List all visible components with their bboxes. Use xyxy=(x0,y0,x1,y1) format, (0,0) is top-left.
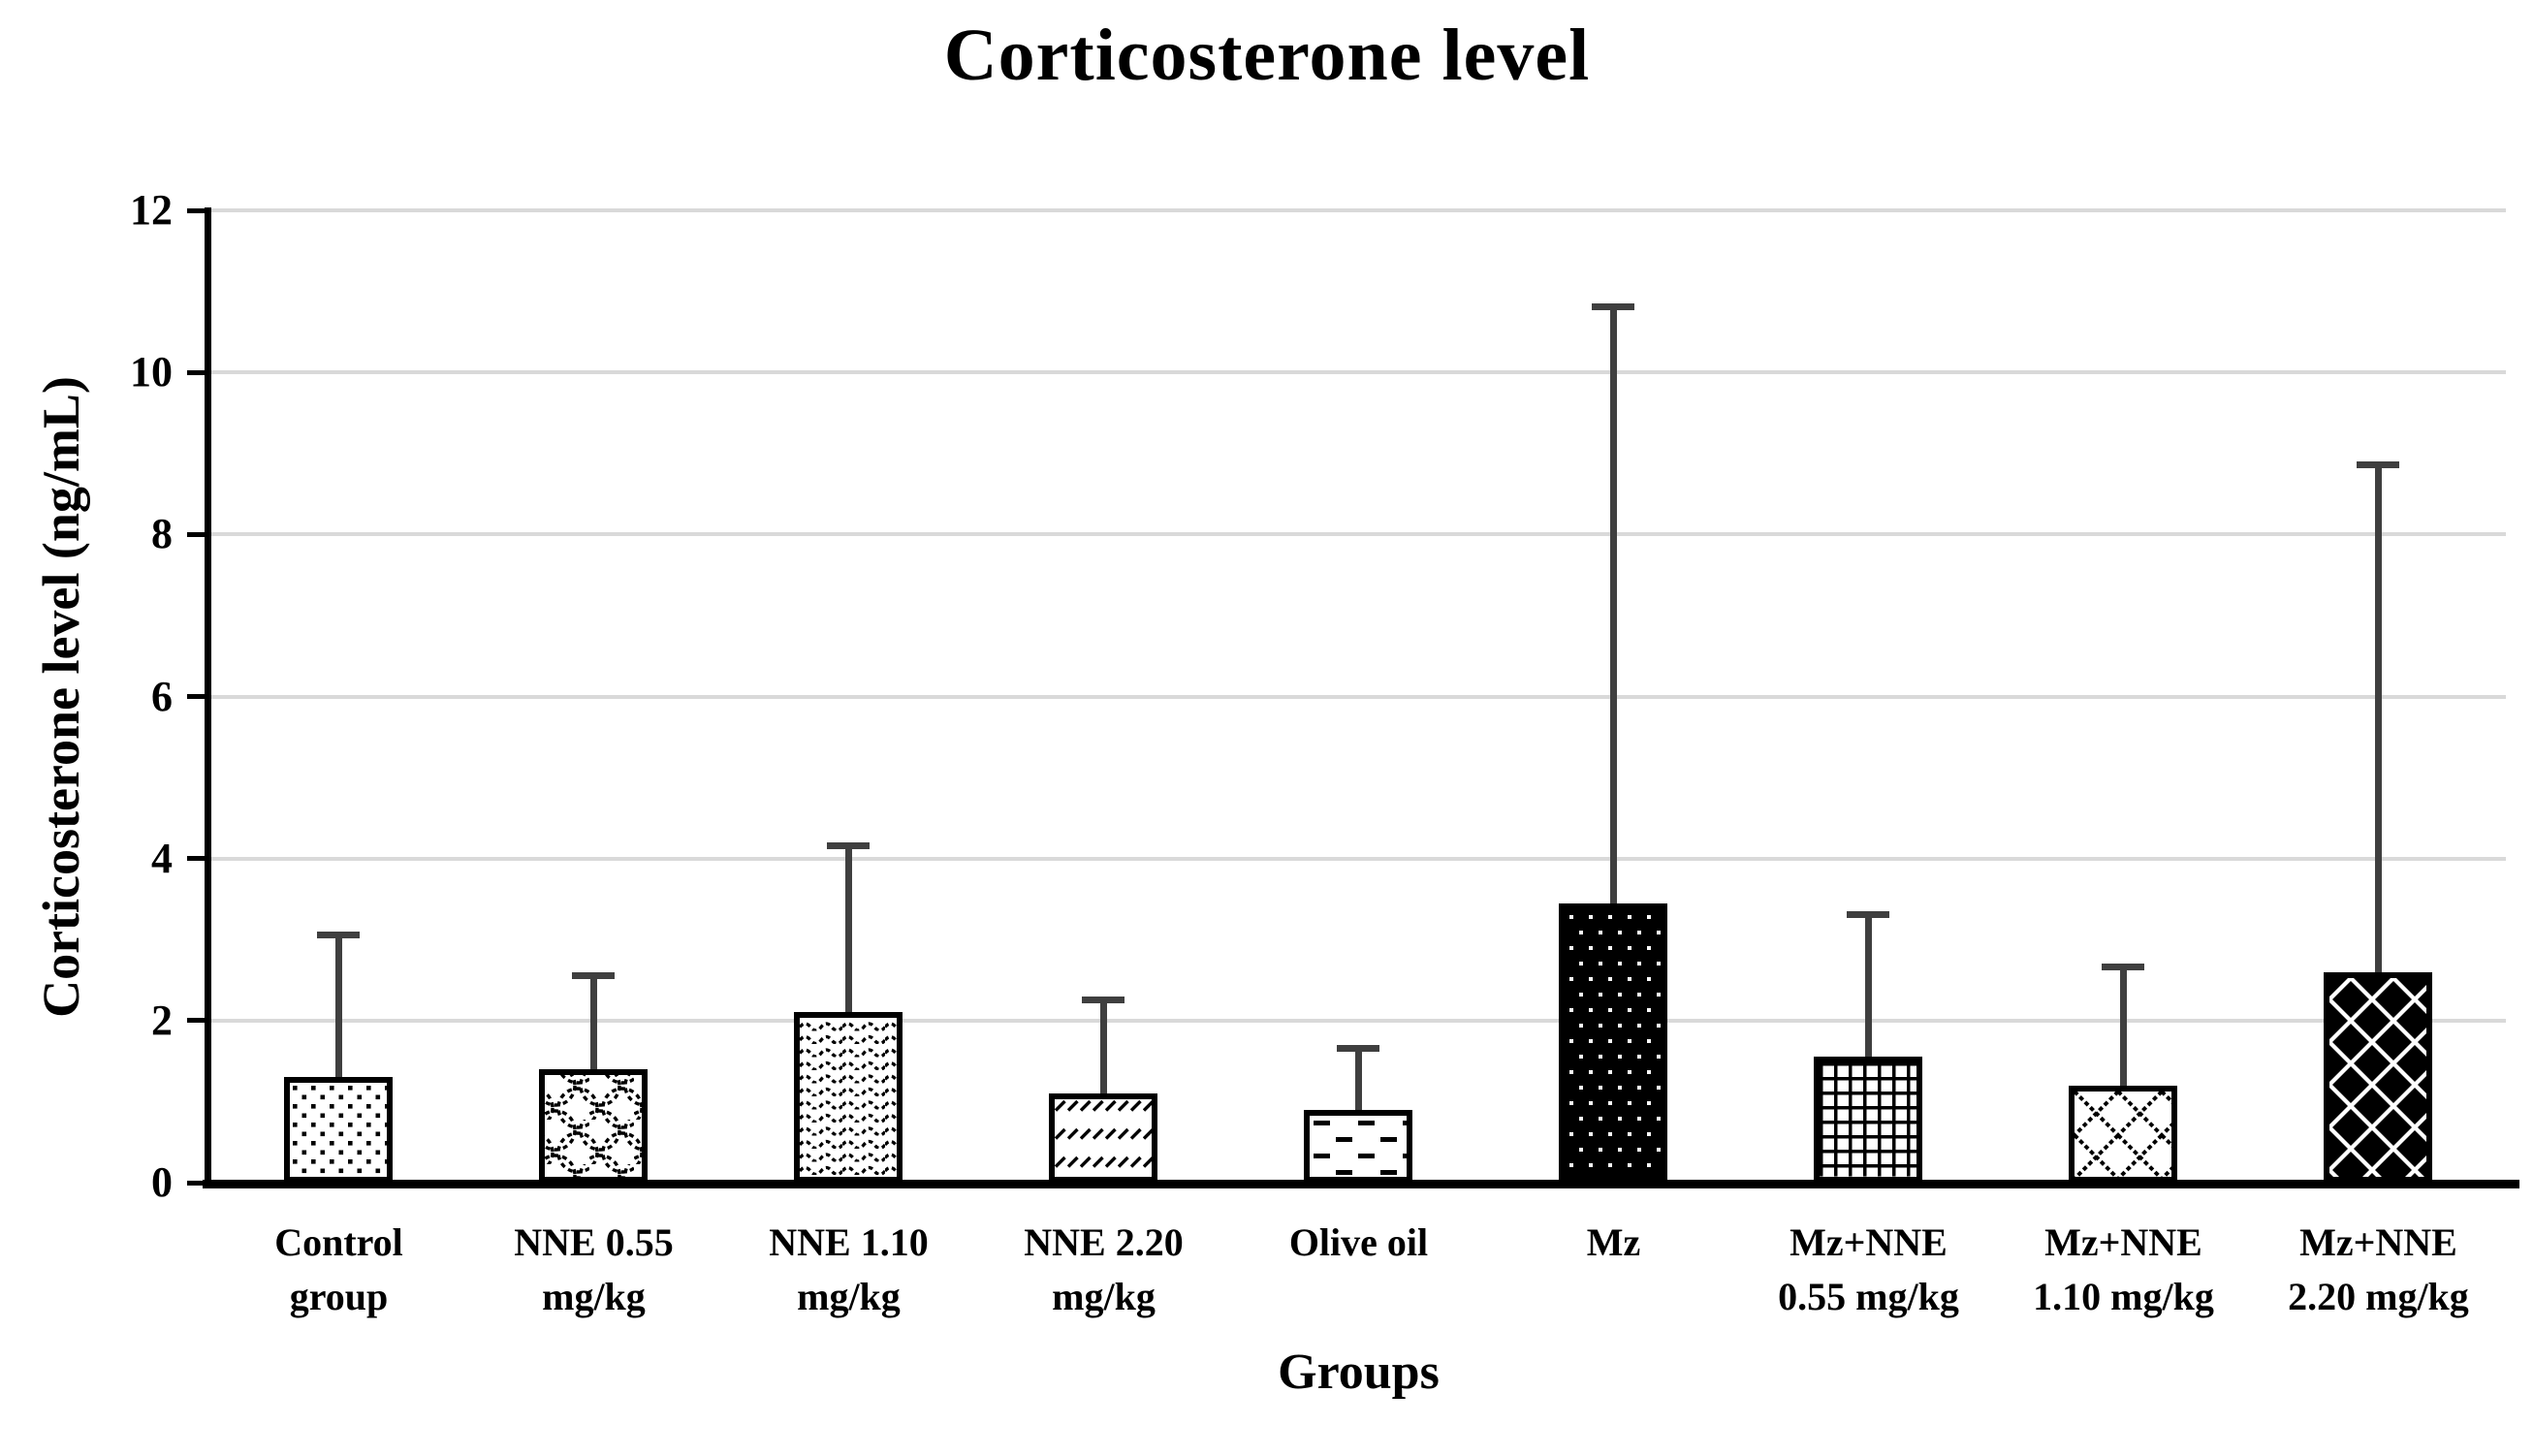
x-tick-label: Mz+NNE 0.55 mg/kg xyxy=(1741,1216,1996,1324)
x-tick-label-line: Mz xyxy=(1586,1220,1641,1264)
bar-pattern-fill xyxy=(2075,1091,2172,1177)
error-bar-whisker xyxy=(1099,1000,1107,1096)
bar-column: NNE 0.55 mg/kg xyxy=(466,210,721,1318)
error-bar-whisker xyxy=(334,935,342,1080)
x-tick-label-line: Olive oil xyxy=(1288,1220,1429,1264)
error-bar-whisker xyxy=(1864,916,1872,1060)
gridline xyxy=(211,532,2506,537)
x-axis-line xyxy=(203,1180,2519,1188)
bar-pattern-fill xyxy=(290,1083,388,1177)
bar-column: Mz+NNE 0.55 mg/kg xyxy=(1741,210,1996,1318)
x-tick-label: NNE 2.20 mg/kg xyxy=(976,1216,1231,1324)
x-tick-label: NNE 0.55 mg/kg xyxy=(466,1216,721,1324)
x-tick-label-line: Mz+NNE xyxy=(1790,1220,1948,1264)
y-tick-label: 10 xyxy=(130,348,173,396)
y-tick-label: 6 xyxy=(151,672,173,720)
bar xyxy=(2324,971,2433,1183)
bar-pattern-fill xyxy=(1055,1099,1153,1177)
y-tick-label: 2 xyxy=(151,996,173,1044)
gridline xyxy=(211,856,2506,861)
error-bar-cap xyxy=(1847,911,1890,918)
bar xyxy=(2069,1085,2178,1183)
gridline xyxy=(211,694,2506,699)
bar-column: NNE 1.10 mg/kg xyxy=(721,210,976,1318)
y-tick-label: 12 xyxy=(130,186,173,234)
x-tick-label-line: Mz+NNE xyxy=(2299,1220,2457,1264)
y-axis-tick xyxy=(187,1018,211,1024)
bar xyxy=(539,1068,649,1183)
bar xyxy=(1814,1057,1923,1183)
chart-title: Corticosterone level xyxy=(943,15,1591,96)
error-bar-cap xyxy=(1592,303,1635,311)
x-tick-label-line: 0.55 mg/kg xyxy=(1778,1275,1959,1318)
bar-column: Mz+NNE 2.20 mg/kg xyxy=(2251,210,2506,1318)
gridline xyxy=(211,208,2506,212)
x-tick-label-line: NNE 0.55 xyxy=(514,1220,674,1264)
x-axis-title: Groups xyxy=(1278,1345,1440,1400)
x-tick-label-line: Control xyxy=(274,1220,403,1264)
x-tick-label-line: NNE 1.10 xyxy=(769,1220,929,1264)
x-tick-label: Mz+NNE 2.20 mg/kg xyxy=(2251,1216,2506,1324)
bar-pattern-fill xyxy=(800,1018,898,1177)
error-bar-whisker xyxy=(844,846,852,1015)
bar xyxy=(1049,1093,1158,1183)
bar xyxy=(1304,1109,1413,1183)
x-tick-label-line: NNE 2.20 xyxy=(1024,1220,1184,1264)
bar-column: Mz+NNE 1.10 mg/kg xyxy=(1996,210,2251,1318)
x-tick-label-line: group xyxy=(289,1275,389,1318)
error-bar-whisker xyxy=(589,976,597,1071)
plot-area: 0 2 4 6 8 10 12 Control group NNE 0.55 mg/kg NNE 1.… xyxy=(130,186,2519,1318)
error-bar-cap xyxy=(1082,996,1125,1003)
bar-column: NNE 2.20 mg/kg xyxy=(976,210,1231,1318)
error-bar-whisker xyxy=(1354,1049,1362,1112)
y-axis-tick xyxy=(187,1180,211,1186)
x-tick-label-line: mg/kg xyxy=(1052,1275,1156,1318)
x-tick-label: Mz xyxy=(1486,1216,1741,1270)
bar-pattern-fill xyxy=(1820,1062,1917,1177)
bar xyxy=(1559,902,1668,1183)
y-tick-label: 0 xyxy=(151,1158,173,1206)
bar-column: Control group xyxy=(211,210,466,1318)
error-bar-cap xyxy=(2357,461,2400,469)
y-axis-tick xyxy=(187,694,211,699)
error-bar-whisker xyxy=(2119,968,2127,1088)
x-tick-label-line: 2.20 mg/kg xyxy=(2288,1275,2469,1318)
y-axis-tick xyxy=(187,531,211,537)
x-tick-label-line: 1.10 mg/kg xyxy=(2033,1275,2214,1318)
bar-column: Mz xyxy=(1486,210,1741,1264)
y-axis-tick xyxy=(187,369,211,375)
error-bar-cap xyxy=(317,931,361,938)
bar xyxy=(284,1077,394,1183)
y-tick-label: 8 xyxy=(151,510,173,558)
x-tick-label-line: mg/kg xyxy=(797,1275,901,1318)
y-axis-tick xyxy=(187,207,211,213)
x-tick-label: Control group xyxy=(211,1216,466,1324)
error-bar-cap xyxy=(572,971,616,979)
x-tick-label-line: Mz+NNE xyxy=(2044,1220,2202,1264)
x-tick-label: Olive oil xyxy=(1231,1216,1486,1270)
y-tick-label: 4 xyxy=(151,834,173,882)
bar-pattern-fill xyxy=(545,1074,643,1177)
error-bar-cap xyxy=(2102,964,2145,971)
x-tick-label: Mz+NNE 1.10 mg/kg xyxy=(1996,1216,2251,1324)
x-tick-label-line: mg/kg xyxy=(542,1275,646,1318)
bar-pattern-fill xyxy=(1310,1115,1408,1177)
bar-column: Olive oil xyxy=(1231,210,1486,1264)
error-bar-cap xyxy=(827,841,871,849)
x-tick-label: NNE 1.10 mg/kg xyxy=(721,1216,976,1324)
bar-pattern-fill xyxy=(2329,977,2427,1177)
error-bar-whisker xyxy=(2374,466,2382,974)
bar xyxy=(794,1012,903,1183)
error-bar-cap xyxy=(1337,1044,1380,1052)
error-bar-whisker xyxy=(1609,308,1617,905)
gridline xyxy=(211,1018,2506,1023)
y-axis-tick xyxy=(187,856,211,862)
gridline xyxy=(211,370,2506,375)
bar-pattern-fill xyxy=(1565,908,1663,1177)
